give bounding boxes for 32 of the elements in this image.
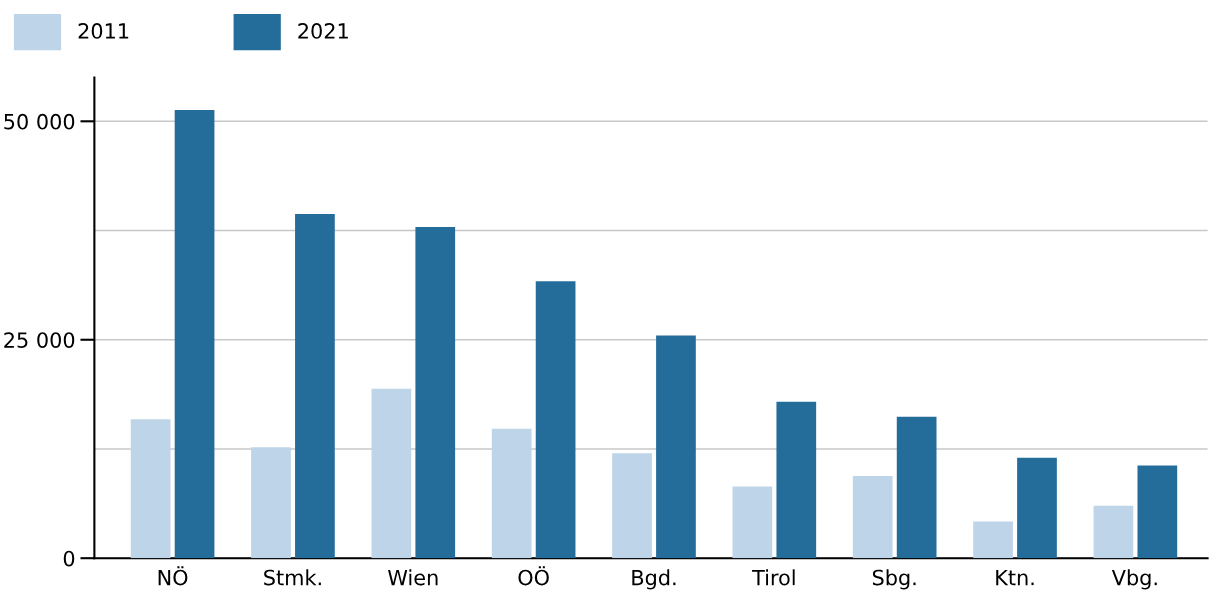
bar: [295, 213, 335, 559]
bar: [896, 416, 937, 559]
x-tick-label: Wien: [388, 569, 438, 586]
y-tick-label: 0: [63, 550, 75, 567]
bar: [1017, 457, 1057, 559]
bar: [415, 227, 456, 559]
bar: [1093, 505, 1134, 559]
x-tick-label: Tirol: [752, 569, 795, 586]
x-tick-label: NÖ: [158, 566, 188, 586]
bar: [973, 521, 1013, 559]
bar: [130, 419, 171, 559]
bar: [732, 486, 773, 559]
bar: [852, 476, 893, 559]
x-tick-label: Ktn.: [996, 569, 1034, 586]
x-tick-label: OÖ: [518, 566, 549, 586]
bar: [656, 335, 696, 559]
bar: [535, 281, 576, 559]
bar: [612, 453, 652, 559]
bar: [174, 109, 215, 559]
legend-label: 2021: [298, 23, 348, 39]
bar: [776, 401, 817, 559]
bar: [1137, 465, 1178, 559]
legend-label: 2011: [78, 23, 129, 39]
x-tick-label: Bgd.: [632, 569, 676, 590]
bar: [491, 428, 532, 559]
y-tick-label: 50 000: [4, 113, 75, 130]
bar: [371, 388, 412, 559]
x-tick-label: Vbg.: [1111, 569, 1157, 590]
y-tick-label: 25 000: [4, 332, 75, 348]
x-tick-label: Sbg.: [872, 569, 916, 590]
bar: [251, 447, 291, 559]
x-tick-label: Stmk.: [264, 569, 321, 586]
